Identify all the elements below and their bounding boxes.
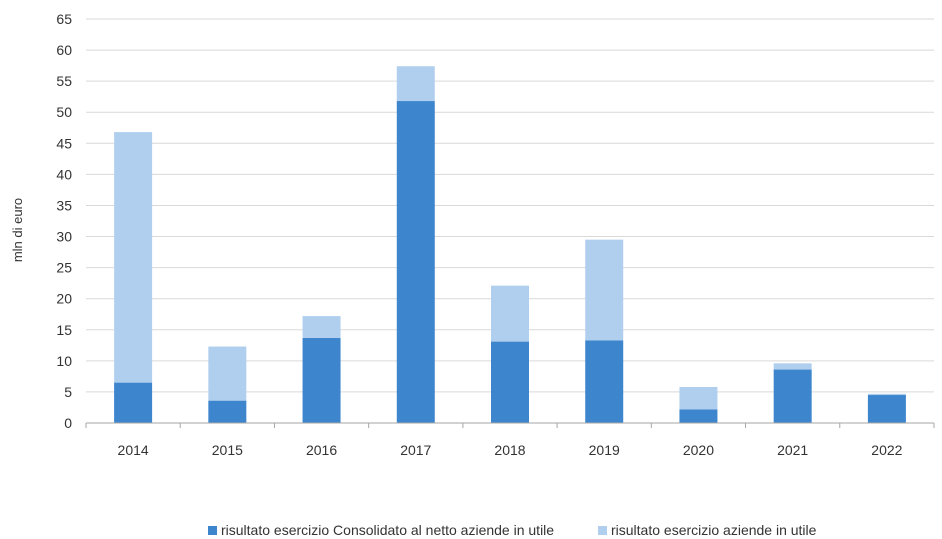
- bar-segment-2022-series-1: [867, 395, 906, 423]
- y-tick-label: 45: [56, 135, 72, 151]
- bar-segment-2015-series-2: [208, 346, 247, 401]
- bar-segment-2017-series-2: [396, 66, 435, 102]
- legend: risultato esercizio Consolidato al netto…: [208, 522, 817, 538]
- bar-segment-2018-series-1: [491, 341, 529, 423]
- x-tick-label: 2016: [306, 442, 337, 458]
- legend-swatch-consolidato: [208, 526, 217, 535]
- bar-segment-2022-series-2: [867, 393, 906, 396]
- legend-label-aziende-utile: risultato esercizio aziende in utile: [611, 522, 817, 538]
- y-axis-ticks: 0 5 10 15 20 25 30 35 40 45 50 55 60 65: [56, 11, 72, 431]
- y-tick-label: 40: [56, 166, 72, 182]
- legend-label-consolidato: risultato esercizio Consolidato al netto…: [221, 522, 554, 538]
- bars: [114, 66, 906, 423]
- x-tick-label: 2020: [683, 442, 714, 458]
- gridlines: [86, 18, 934, 393]
- x-tick-label: 2021: [777, 442, 808, 458]
- x-tick-label: 2022: [871, 442, 902, 458]
- bar-segment-2015-series-1: [208, 400, 247, 423]
- bar-segment-2017-series-1: [396, 101, 435, 423]
- bar-segment-2016-series-2: [302, 316, 341, 338]
- x-tick-label: 2015: [212, 442, 243, 458]
- y-tick-label: 0: [64, 415, 72, 431]
- bar-segment-2020-series-1: [679, 409, 718, 423]
- x-tick-label: 2019: [589, 442, 620, 458]
- y-tick-label: 65: [56, 11, 72, 27]
- y-axis-label: mln di euro: [10, 198, 25, 262]
- x-tick-label: 2014: [118, 442, 149, 458]
- y-tick-label: 60: [56, 42, 72, 58]
- y-tick-label: 15: [56, 322, 72, 338]
- y-tick-label: 10: [56, 353, 72, 369]
- y-tick-label: 35: [56, 197, 72, 213]
- bar-segment-2014-series-2: [114, 132, 153, 383]
- x-axis-ticks: 2014 2015 2016 2017 2018 2019 2020 2021 2022: [85, 423, 935, 458]
- y-tick-label: 55: [56, 73, 72, 89]
- legend-swatch-aziende-utile: [598, 526, 607, 535]
- y-tick-label: 25: [56, 260, 72, 276]
- bar-segment-2018-series-2: [491, 285, 529, 342]
- bar-segment-2020-series-2: [679, 386, 718, 410]
- bar-segment-2021-series-1: [773, 369, 812, 423]
- y-tick-label: 50: [56, 104, 72, 120]
- y-tick-label: 20: [56, 291, 72, 307]
- x-tick-label: 2018: [494, 442, 525, 458]
- bar-segment-2014-series-1: [114, 382, 153, 423]
- y-tick-label: 30: [56, 229, 72, 245]
- y-tick-label: 5: [64, 384, 72, 400]
- bar-segment-2019-series-2: [585, 239, 624, 341]
- bar-segment-2019-series-1: [585, 340, 624, 423]
- x-tick-label: 2017: [400, 442, 431, 458]
- bar-segment-2016-series-1: [302, 337, 341, 423]
- bar-segment-2021-series-2: [773, 363, 812, 370]
